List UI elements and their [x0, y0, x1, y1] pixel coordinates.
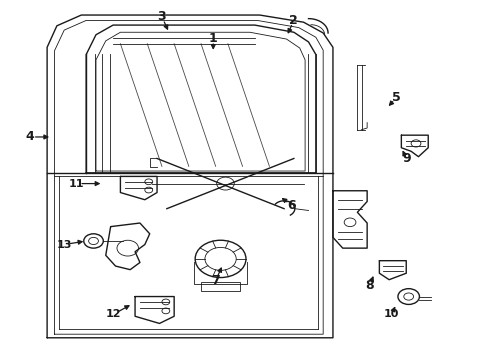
Text: 3: 3	[158, 10, 166, 23]
Text: 6: 6	[287, 199, 296, 212]
Text: 2: 2	[290, 14, 298, 27]
Text: 8: 8	[365, 279, 374, 292]
Text: 11: 11	[69, 179, 84, 189]
Text: 1: 1	[209, 32, 218, 45]
Text: 4: 4	[25, 130, 34, 144]
Text: 10: 10	[384, 310, 399, 319]
Text: 13: 13	[56, 239, 72, 249]
Text: 12: 12	[105, 310, 121, 319]
Text: 9: 9	[402, 152, 411, 165]
Bar	[201, 282, 240, 291]
Text: 5: 5	[392, 91, 401, 104]
Text: 7: 7	[211, 274, 220, 287]
